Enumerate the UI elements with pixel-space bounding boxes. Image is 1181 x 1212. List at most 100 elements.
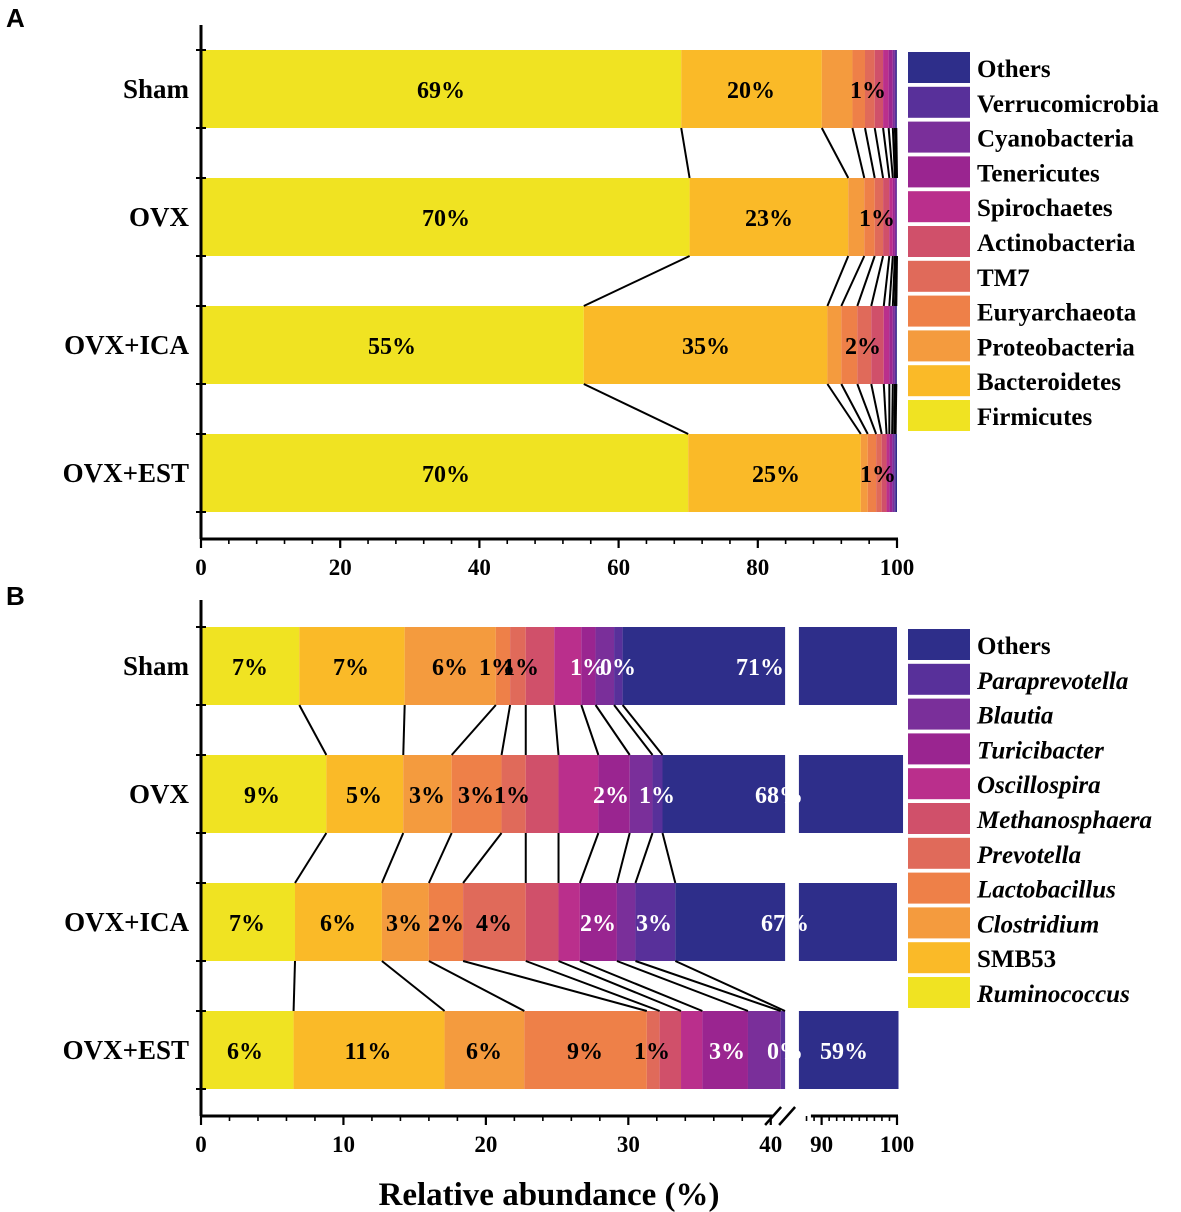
bar-segment-clostridium-sham <box>404 627 496 705</box>
category-label-ovx: OVX <box>129 779 190 809</box>
bar-segment-methanosphaera-ovx-ica <box>525 883 559 961</box>
connector-line <box>558 960 682 1012</box>
bar-data-label: 1% <box>570 655 606 681</box>
panel-b-chart: 7% 7% 6% 1%1% 1%0% 71%9% 5% 3% 3% 1% 2% 1% 68%7% 6% 3%… <box>63 600 1152 1157</box>
bar-segment-verrucomicrobia-sham <box>894 50 897 128</box>
bar-segment-tenericutes-sham <box>888 50 893 128</box>
connector-line <box>615 832 631 884</box>
bar-segment-spirochaetes-ovx-est <box>886 434 890 512</box>
bar-data-label: 4% <box>476 911 512 937</box>
connector-line <box>380 832 405 884</box>
connector-line <box>402 704 406 756</box>
bar-segment-paraprevotella-ovx-ica <box>635 883 676 961</box>
connector-line <box>882 383 888 435</box>
legend-swatch-tenericutes <box>908 156 970 188</box>
x-tick-label: 0 <box>195 1132 207 1157</box>
connector-line <box>634 832 654 884</box>
legend-label-methanosphaera: Methanosphaera <box>976 807 1152 834</box>
bar-data-label: 1% <box>860 462 896 488</box>
bar-segment-tm7-ovx <box>874 178 884 256</box>
legend: Others Verrucomicrobia Cyanobacteria Teneri… <box>908 52 1159 431</box>
x-tick-label: 80 <box>746 555 769 580</box>
panel-letter-b: B <box>6 581 25 611</box>
bar-data-label: 1% <box>639 783 675 809</box>
bar-segment-methanosphaera-sham <box>525 627 555 705</box>
connector-line <box>578 832 600 884</box>
bar-data-label: 3% <box>409 783 445 809</box>
legend-label-cyanobacteria: Cyanobacteria <box>977 126 1134 153</box>
bar-data-label: 6% <box>432 655 468 681</box>
connector-line <box>635 960 782 1012</box>
connector-line <box>462 832 503 884</box>
category-label-sham: Sham <box>123 74 190 104</box>
bar-segment-tenericutes-ovx-ica <box>889 306 893 384</box>
bar-data-label: 6% <box>320 911 356 937</box>
bar-segment-others-ovx-ica <box>896 306 897 384</box>
bar-data-label: 1% <box>850 78 886 104</box>
bar-data-label: 3% <box>636 911 672 937</box>
connector-line <box>616 960 749 1012</box>
bar-segment-cyanobacteria-ovx-est <box>892 434 895 512</box>
connector-line <box>294 832 328 884</box>
x-tick-label: 100 <box>880 555 915 580</box>
legend-swatch-others <box>908 629 970 660</box>
bar-segment-spirochaetes-ovx-ica <box>883 306 890 384</box>
bar-segment-others-ovx-ica-right <box>798 883 897 961</box>
legend-swatch-paraprevotella <box>908 663 970 695</box>
legend-swatch-actinobacteria <box>908 226 970 257</box>
bar-segment-lactobacillus-sham <box>495 627 511 705</box>
legend-swatch-prevotella <box>908 837 970 869</box>
bar-data-label: 20% <box>727 78 775 104</box>
legend-label-oscillospira: Oscillospira <box>977 772 1101 799</box>
connector-line <box>882 255 891 307</box>
connector-line <box>891 127 896 179</box>
legend-label-spirochaetes: Spirochaetes <box>977 195 1113 222</box>
bar-data-label: 7% <box>229 911 265 937</box>
legend-label-firmicutes: Firmicutes <box>977 404 1093 431</box>
panel-a-chart: 69% 20% 1% 70% 23% 1% 55% 35% 2% 70% 25% 1% Sham OVX O… <box>63 25 1159 580</box>
x-tick-label: 20 <box>474 1132 497 1157</box>
bar-segment-clostridium-ovx <box>403 755 452 833</box>
legend-label-prevotella: Prevotella <box>976 842 1081 869</box>
connector-line <box>580 704 600 756</box>
connector-line <box>891 383 894 435</box>
bar-data-label: 1% <box>479 655 515 681</box>
bar-segment-proteobacteria-sham <box>821 50 853 128</box>
bar-segment-others-ovx-right <box>798 755 904 833</box>
category-label-ovx-ica: OVX+ICA <box>64 330 189 360</box>
bar-data-label: 68% <box>755 783 803 809</box>
bar-segment-tm7-sham <box>864 50 875 128</box>
legend-label-clostridium: Clostridium <box>977 911 1099 938</box>
connector-line <box>826 255 850 307</box>
bar-segment-euryarchaeota-sham <box>852 50 865 128</box>
axis-break-mark <box>778 1106 797 1126</box>
legend-label-blautia: Blautia <box>976 703 1053 730</box>
connector-line <box>553 704 560 756</box>
bar-segment-clostridium-ovx-ica <box>381 883 429 961</box>
bar-data-label: 70% <box>422 206 470 232</box>
bar-data-label: 3% <box>386 911 422 937</box>
bar-segment-others-sham <box>622 627 786 705</box>
bar-segment-actinobacteria-ovx-ica <box>871 306 884 384</box>
bar-segment-tm7-ovx-ica <box>857 306 872 384</box>
bar-data-label: 2% <box>580 911 616 937</box>
category-label-ovx: OVX <box>129 202 190 232</box>
bar-data-label: 9% <box>567 1039 603 1065</box>
bar-segment-cyanobacteria-ovx <box>894 178 897 256</box>
bar-segment-proteobacteria-ovx-est <box>860 434 868 512</box>
x-tick-label: 20 <box>329 555 352 580</box>
bar-data-label: 23% <box>745 206 793 232</box>
bar-segment-paraprevotella-ovx <box>652 755 663 833</box>
x-tick-label: 10 <box>332 1132 355 1157</box>
bar-data-label: 0% <box>767 1039 803 1065</box>
bar-data-label: 2% <box>593 783 629 809</box>
bar-segment-others-ovx-est <box>895 434 897 512</box>
bar-segment-blautia-ovx-ica <box>616 883 636 961</box>
bar-segment-prevotella-ovx <box>501 755 526 833</box>
bar-segment-oscillospira-ovx-est <box>681 1011 703 1089</box>
bar-segment-paraprevotella-sham <box>614 627 623 705</box>
bar-data-label: 3% <box>709 1039 745 1065</box>
connector-line <box>450 704 497 756</box>
connector-line <box>882 127 891 179</box>
